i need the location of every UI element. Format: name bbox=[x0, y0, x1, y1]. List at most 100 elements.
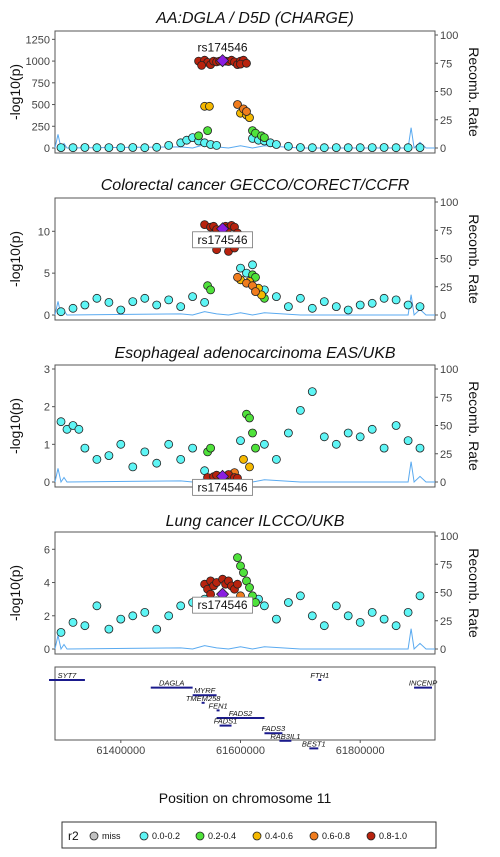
snp-point bbox=[403, 143, 413, 153]
snp-point bbox=[307, 611, 317, 621]
snp-point bbox=[164, 295, 174, 305]
panel-3: Esophageal adenocarcinoma EAS/UKB 0 1 2 3 0 25… bbox=[7, 345, 482, 496]
y-tick-label: 5 bbox=[44, 268, 50, 280]
snp-point bbox=[233, 579, 242, 589]
snp-point bbox=[128, 143, 138, 152]
gene-label: RAB3IL1 bbox=[270, 732, 300, 741]
snp-point bbox=[104, 451, 114, 461]
snp-point bbox=[92, 143, 102, 153]
snp-point bbox=[245, 583, 254, 592]
y2-tick-label: 100 bbox=[440, 364, 458, 376]
snp-point bbox=[245, 462, 254, 472]
y-tick-label: 2 bbox=[44, 611, 50, 623]
panel-title: Esophageal adenocarcinoma EAS/UKB bbox=[114, 345, 395, 362]
snp-point bbox=[206, 285, 216, 295]
y2-tick-label: 75 bbox=[440, 559, 452, 571]
snp-point bbox=[251, 287, 260, 297]
y-tick-label: 0 bbox=[44, 143, 50, 155]
snp-point bbox=[367, 608, 377, 617]
snp-point bbox=[212, 140, 222, 150]
snp-point bbox=[283, 141, 293, 151]
snp-point bbox=[295, 143, 305, 152]
lead-snp-label-box bbox=[192, 478, 253, 496]
panel-title: Colorectal cancer GECCO/CORECT/CCFR bbox=[101, 177, 410, 194]
snp-point bbox=[116, 614, 126, 624]
snp-point bbox=[56, 628, 66, 637]
legend-label: 0.8-1.0 bbox=[379, 831, 407, 841]
snp-point bbox=[152, 300, 162, 310]
y-tick-label: 10 bbox=[38, 226, 50, 238]
snp-point bbox=[415, 591, 425, 601]
snp-point bbox=[415, 302, 425, 312]
gene-label: TMEM258 bbox=[186, 694, 221, 703]
y2-tick-label: 75 bbox=[440, 225, 452, 237]
snp-point bbox=[391, 421, 401, 430]
snp-point bbox=[319, 297, 329, 307]
lead-snp-marker bbox=[215, 54, 230, 68]
plot-frame bbox=[54, 30, 436, 154]
snp-point bbox=[343, 305, 353, 315]
snp-point bbox=[80, 443, 90, 453]
y2-tick-label: 50 bbox=[440, 254, 452, 266]
snp-point bbox=[367, 424, 377, 434]
plot-frame bbox=[54, 364, 436, 488]
snp-point bbox=[164, 140, 174, 150]
gene-label: FADS3 bbox=[262, 724, 286, 733]
snp-point bbox=[355, 300, 365, 310]
lead-snp-label: rs174546 bbox=[198, 598, 248, 612]
snp-point bbox=[80, 300, 90, 310]
y2-tick-label: 50 bbox=[440, 588, 452, 600]
snp-point bbox=[271, 292, 281, 302]
snp-point bbox=[128, 611, 138, 621]
snp-point bbox=[283, 302, 293, 312]
legend-label: miss bbox=[102, 831, 121, 841]
y2-axis-label: Recomb. Rate bbox=[466, 47, 482, 137]
y2-axis-label: Recomb. Rate bbox=[466, 548, 482, 638]
y-tick-label: 4 bbox=[44, 578, 50, 590]
snp-point bbox=[236, 263, 245, 273]
snp-point bbox=[331, 439, 341, 449]
snp-point bbox=[239, 454, 248, 464]
snp-point bbox=[116, 305, 126, 315]
snp-point bbox=[116, 143, 126, 153]
recomb-rate-line bbox=[54, 127, 435, 150]
legend-swatch bbox=[195, 831, 205, 841]
snp-point bbox=[391, 295, 401, 305]
y2-tick-label: 100 bbox=[440, 197, 458, 209]
snp-point bbox=[295, 293, 305, 303]
panel-1: AA:DGLA / D5D (CHARGE)025050075010001250… bbox=[7, 10, 482, 155]
y2-tick-label: 25 bbox=[440, 616, 452, 628]
snp-point bbox=[197, 61, 207, 70]
snp-point bbox=[271, 614, 281, 624]
snp-point bbox=[355, 143, 365, 153]
snp-point bbox=[379, 143, 389, 152]
y-tick-label: 0 bbox=[44, 477, 50, 489]
snp-point bbox=[56, 307, 66, 317]
snp-point bbox=[242, 58, 251, 68]
snp-point bbox=[128, 297, 138, 307]
snp-point bbox=[104, 143, 114, 153]
legend-label: 0.0-0.2 bbox=[152, 831, 180, 841]
snp-point bbox=[248, 428, 257, 438]
y-tick-label: 500 bbox=[32, 100, 50, 112]
snp-point bbox=[56, 143, 66, 153]
snp-point bbox=[415, 443, 425, 453]
snp-point bbox=[251, 443, 260, 453]
snp-point bbox=[200, 297, 210, 307]
legend-swatch bbox=[139, 831, 149, 841]
snp-point bbox=[194, 131, 204, 141]
y2-tick-label: 75 bbox=[440, 392, 452, 404]
snp-point bbox=[104, 297, 114, 307]
snp-point bbox=[307, 303, 317, 313]
snp-point bbox=[295, 591, 305, 601]
snp-point bbox=[176, 302, 186, 312]
snp-point bbox=[104, 624, 114, 634]
gene-label: DAGLA bbox=[159, 679, 184, 688]
legend: r2 miss 0.0-0.2 0.2-0.4 0.4-0.6 0.6-0.8 0.8-1.… bbox=[61, 821, 437, 849]
lead-snp-label-box bbox=[192, 231, 253, 249]
snp-point bbox=[343, 143, 353, 153]
legend-swatch bbox=[89, 831, 99, 841]
snp-point bbox=[391, 621, 401, 631]
